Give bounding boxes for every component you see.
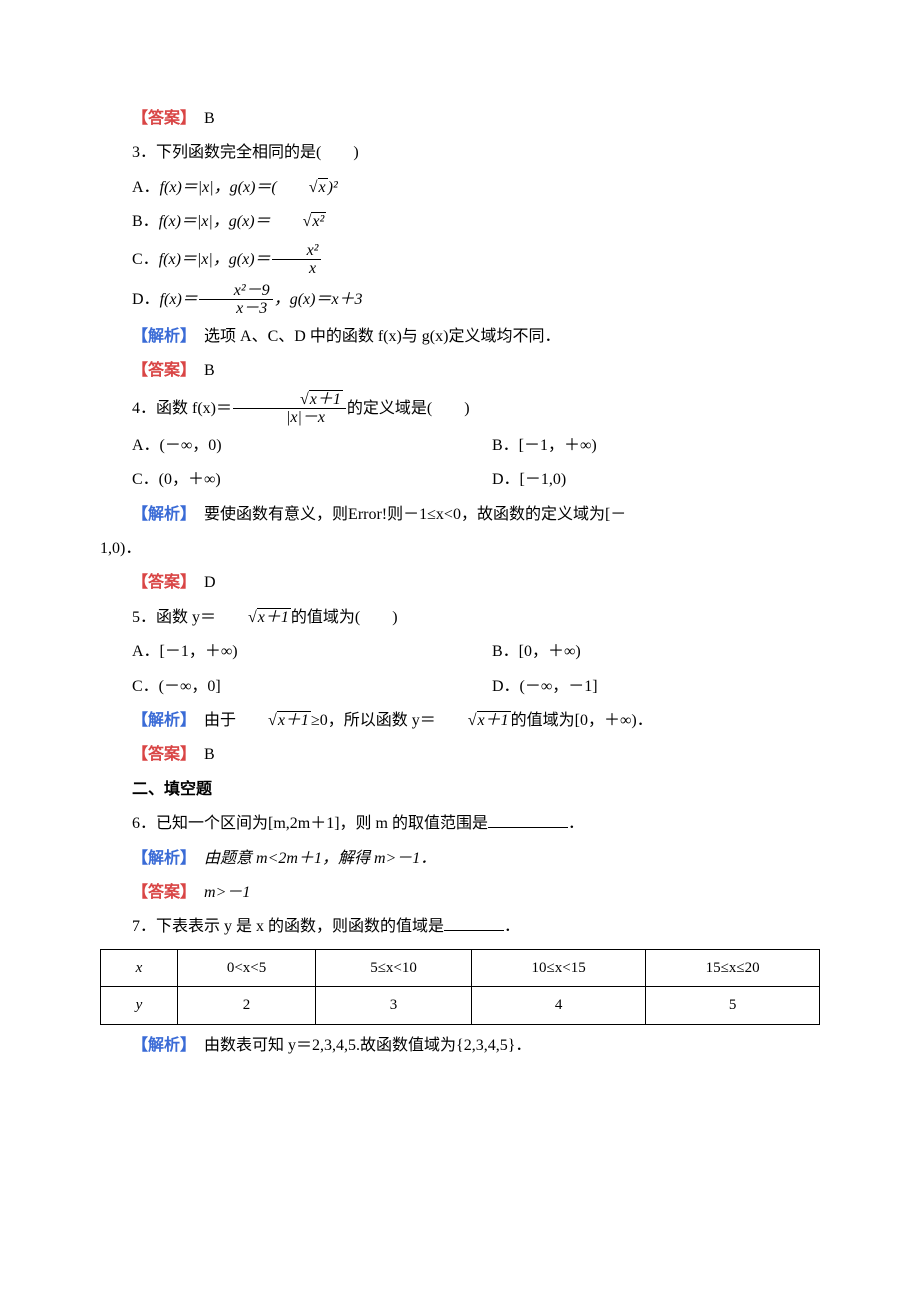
q7-table: x 0<x<5 5≤x<10 10≤x<15 15≤x≤20 y 2 3 4 5 xyxy=(100,949,820,1025)
q4-answer: 【答案】 D xyxy=(100,568,820,598)
q7-analysis: 【解析】 由数表可知 y＝2,3,4,5.故函数值域为{2,3,4,5}． xyxy=(100,1031,820,1061)
q3-optD: D．f(x)＝x²－9x－3，g(x)＝x＋3 xyxy=(100,282,820,318)
table-row: y 2 3 4 5 xyxy=(101,987,820,1025)
q6-stem: 6．已知一个区间为[m,2m＋1]，则 m 的取值范围是． xyxy=(100,809,820,839)
q4-optB: B．[－1，＋∞) xyxy=(460,431,820,461)
analysis-label: 【解析】 xyxy=(132,506,188,523)
q5-optD: D．(－∞，－1] xyxy=(460,672,820,702)
q3-stem: 3．下列函数完全相同的是( ) xyxy=(100,138,820,168)
q5-optC: C．(－∞，0] xyxy=(100,672,460,702)
q5-row1: A．[－1，＋∞) B．[0，＋∞) xyxy=(100,637,820,667)
q3-optB: B．f(x)＝|x|，g(x)＝√x² xyxy=(100,207,820,237)
answer-label: 【答案】 xyxy=(132,574,188,591)
q2-answer: 【答案】 B xyxy=(100,104,820,134)
analysis-label: 【解析】 xyxy=(132,712,188,729)
q5-answer: 【答案】 B xyxy=(100,740,820,770)
answer-label: 【答案】 xyxy=(132,110,188,127)
q4-row2: C．(0，＋∞) D．[－1,0) xyxy=(100,465,820,495)
q4-analysis: 【解析】 要使函数有意义，则Error!则－1≤x<0，故函数的定义域为[－ xyxy=(100,500,820,530)
q3-answer: 【答案】 B xyxy=(100,356,820,386)
table-row: x 0<x<5 5≤x<10 10≤x<15 15≤x≤20 xyxy=(101,949,820,987)
q4-row1: A．(－∞，0) B．[－1，＋∞) xyxy=(100,431,820,461)
analysis-label: 【解析】 xyxy=(132,328,188,345)
q6-answer: 【答案】 m>－1 xyxy=(100,878,820,908)
analysis-label: 【解析】 xyxy=(132,1037,188,1054)
q5-row2: C．(－∞，0] D．(－∞，－1] xyxy=(100,672,820,702)
q5-optA: A．[－1，＋∞) xyxy=(100,637,460,667)
answer-label: 【答案】 xyxy=(132,362,188,379)
q6-analysis: 【解析】 由题意 m<2m＋1，解得 m>－1． xyxy=(100,844,820,874)
q4-optC: C．(0，＋∞) xyxy=(100,465,460,495)
answer-label: 【答案】 xyxy=(132,746,188,763)
blank-field xyxy=(444,930,504,931)
q3-optA: A．f(x)＝|x|，g(x)＝(√x)² xyxy=(100,173,820,203)
section2-heading: 二、填空题 xyxy=(100,775,820,805)
q4-stem: 4．函数 f(x)＝√x＋1|x|－x的定义域是( ) xyxy=(100,391,820,427)
q4-optD: D．[－1,0) xyxy=(460,465,820,495)
q3-optC: C．f(x)＝|x|，g(x)＝x²x xyxy=(100,242,820,278)
q5-analysis: 【解析】 由于√x＋1≥0，所以函数 y＝√x＋1的值域为[0，＋∞)． xyxy=(100,706,820,736)
q7-stem: 7．下表表示 y 是 x 的函数，则函数的值域是． xyxy=(100,912,820,942)
q4-analysis-tail: 1,0)． xyxy=(100,534,820,564)
analysis-label: 【解析】 xyxy=(132,850,188,867)
q5-stem: 5．函数 y＝√x＋1的值域为( ) xyxy=(100,603,820,633)
blank-field xyxy=(488,827,568,828)
q4-optA: A．(－∞，0) xyxy=(100,431,460,461)
answer-label: 【答案】 xyxy=(132,884,188,901)
q3-analysis: 【解析】 选项 A、C、D 中的函数 f(x)与 g(x)定义域均不同． xyxy=(100,322,820,352)
q5-optB: B．[0，＋∞) xyxy=(460,637,820,667)
